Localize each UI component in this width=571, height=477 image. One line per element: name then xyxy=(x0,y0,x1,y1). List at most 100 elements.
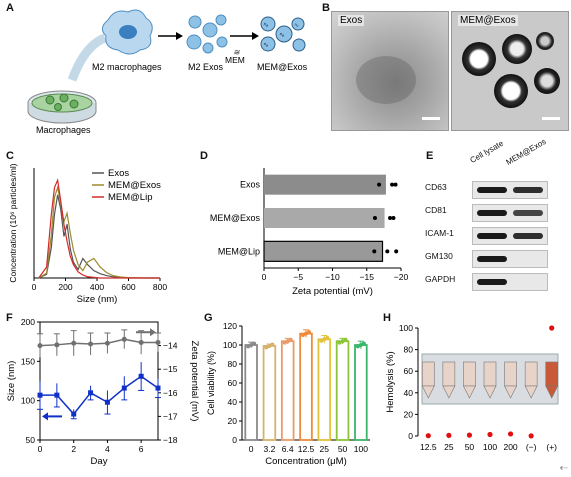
category-label: MEM@Lip xyxy=(218,246,260,256)
panel-letter-f: F xyxy=(6,312,13,324)
x-tick-label: 100 xyxy=(354,444,368,454)
y-tick-label: 50 xyxy=(26,435,36,445)
panel-letter-a: A xyxy=(6,2,14,14)
chart-g-cell-viability: 0 20 40 60 80 100 120 0 3.2 6.4 12.5 25 50 100 Concent… xyxy=(206,321,370,467)
wb-strip xyxy=(472,227,548,245)
arrowhead-2 xyxy=(252,32,259,40)
y-axis-label: Cell viability (%) xyxy=(206,351,216,415)
series-line-exos xyxy=(38,194,160,279)
arrow-differentiation-icon xyxy=(67,33,107,82)
svg-text:∿: ∿ xyxy=(263,22,269,29)
data-point xyxy=(377,182,382,187)
x-tick-label: 6 xyxy=(139,444,144,454)
x-tick-label: 200 xyxy=(503,442,517,452)
legend-label: MEM@Lip xyxy=(108,192,153,203)
tube-tip-icon xyxy=(504,385,518,399)
data-point-size xyxy=(71,340,77,346)
x-axis-label: Concentration (μM) xyxy=(265,456,347,467)
wb-row-label: GM130 xyxy=(425,251,453,261)
bar-0 xyxy=(244,344,258,441)
y-tick-label: 100 xyxy=(21,396,35,406)
data-point-2 xyxy=(466,432,473,438)
data-point-4 xyxy=(507,431,514,437)
panel-e-western-blot: Cell lysate MEM@Exos CD63 CD81 ICAM-1 GM130… xyxy=(425,137,571,310)
label-mem-exos: MEM@Exos xyxy=(257,62,308,72)
data-point xyxy=(340,339,345,344)
wb-row-cd81: CD81 xyxy=(425,201,571,222)
tube-icon xyxy=(442,361,456,387)
x-tick-label: 25 xyxy=(320,444,330,454)
y-tick-label: 100 xyxy=(223,340,237,350)
wb-column-cell-lysate: Cell lysate xyxy=(468,138,505,165)
x-tick-label: (+) xyxy=(546,442,557,452)
data-point-zeta xyxy=(37,392,43,398)
petri-dish-icon xyxy=(27,90,97,124)
tem-particle xyxy=(536,32,554,50)
wb-row-label: CD81 xyxy=(425,205,447,215)
bar-100 xyxy=(354,344,368,441)
data-point xyxy=(358,343,363,347)
data-point-3 xyxy=(487,431,493,438)
wb-band xyxy=(477,210,507,216)
wb-band xyxy=(477,187,507,193)
x-tick-label: 0 xyxy=(249,444,254,454)
y-tick-label: 80 xyxy=(404,345,414,355)
data-point xyxy=(285,339,290,344)
y-axis-label: Concentration (10⁶ particles/ml) xyxy=(8,163,18,282)
wb-strip xyxy=(472,181,548,199)
label-m2-macrophages: M2 macrophages xyxy=(92,62,162,72)
y-axis-label: Size (nm) xyxy=(6,361,17,402)
y-tick-label: 20 xyxy=(228,416,238,426)
wb-band xyxy=(477,256,507,262)
panel-letter-g: G xyxy=(204,312,213,324)
tem-particle xyxy=(502,34,532,64)
panel-letter-b: B xyxy=(322,2,330,14)
data-point-1 xyxy=(446,432,452,438)
y-axis-label: Hemolysis (%) xyxy=(385,351,396,412)
exosomes-icon xyxy=(186,14,228,54)
x-tick-label: 2 xyxy=(71,444,76,454)
y2-tick-label: −16 xyxy=(163,388,178,398)
x-tick-label: 400 xyxy=(90,282,104,292)
arrowhead-right-icon xyxy=(150,328,156,337)
x-tick-label: −20 xyxy=(394,272,409,282)
tube-icon xyxy=(421,361,435,387)
data-point xyxy=(246,344,251,349)
mem-exosomes-icon: ∿ ∿ ∿ ∿ xyxy=(260,16,306,52)
data-point xyxy=(372,216,377,220)
bar-6.4 xyxy=(280,340,295,441)
x-tick-label: 50 xyxy=(465,442,475,452)
series-line-zeta xyxy=(40,375,159,416)
tube-tip-icon xyxy=(462,385,476,399)
y2-tick-label: −14 xyxy=(163,341,178,351)
legend-label: Exos xyxy=(108,168,129,179)
x-tick-label: 12.5 xyxy=(420,442,437,452)
plot-frame xyxy=(39,321,159,441)
bar-50 xyxy=(335,340,350,441)
scale-bar xyxy=(542,117,560,120)
y-tick-label: 20 xyxy=(404,409,414,419)
series-line-size xyxy=(39,338,158,347)
y-tick-label: 120 xyxy=(223,321,237,331)
panel-letter-d: D xyxy=(200,150,208,162)
x-tick-label: 6.4 xyxy=(282,444,294,454)
data-point-size xyxy=(104,340,110,346)
tem-particle-cluster xyxy=(356,56,416,104)
tem-particle xyxy=(534,68,560,94)
wb-row-icam-1: ICAM-1 xyxy=(425,224,571,245)
data-point xyxy=(337,340,342,345)
data-point xyxy=(394,249,399,254)
data-point xyxy=(267,343,272,348)
data-point xyxy=(361,341,366,346)
x-tick-label: 4 xyxy=(105,444,110,454)
wb-strip xyxy=(472,204,548,222)
x-axis-label: Day xyxy=(91,456,108,467)
y-tick-label: 80 xyxy=(228,359,238,369)
wb-row-label: CD63 xyxy=(425,182,447,192)
x-tick-label: 50 xyxy=(338,444,348,454)
data-point xyxy=(372,249,377,254)
data-point-size xyxy=(54,342,60,348)
wb-row-label: GAPDH xyxy=(425,274,456,284)
wb-row-gm130: GM130 xyxy=(425,247,571,268)
